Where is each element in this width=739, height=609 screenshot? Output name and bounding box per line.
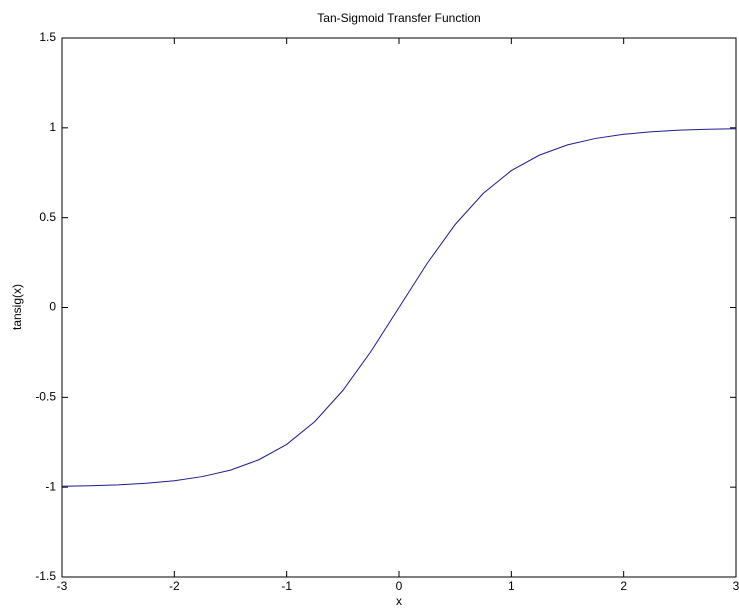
x-tick-label: 2 <box>620 579 627 593</box>
x-tick-label: 0 <box>396 579 403 593</box>
y-axis-label: tansig(x) <box>10 284 24 330</box>
chart-title: Tan-Sigmoid Transfer Function <box>317 11 480 25</box>
x-axis-label: x <box>396 594 402 608</box>
y-tick-label: -1.5 <box>35 569 56 583</box>
y-tick-label: 0 <box>49 300 56 314</box>
y-tick-label: 1.5 <box>39 30 56 44</box>
y-tick-label: 1 <box>49 120 56 134</box>
x-tick-label: -3 <box>57 579 68 593</box>
x-tick-label: 3 <box>733 579 739 593</box>
x-tick-label: -2 <box>169 579 180 593</box>
x-tick-label: -1 <box>281 579 292 593</box>
y-tick-label: -0.5 <box>35 390 56 404</box>
line <box>61 128 737 487</box>
y-tick-label: -1 <box>45 479 56 493</box>
x-tick-label: 1 <box>508 579 515 593</box>
y-tick-label: 0.5 <box>39 210 56 224</box>
